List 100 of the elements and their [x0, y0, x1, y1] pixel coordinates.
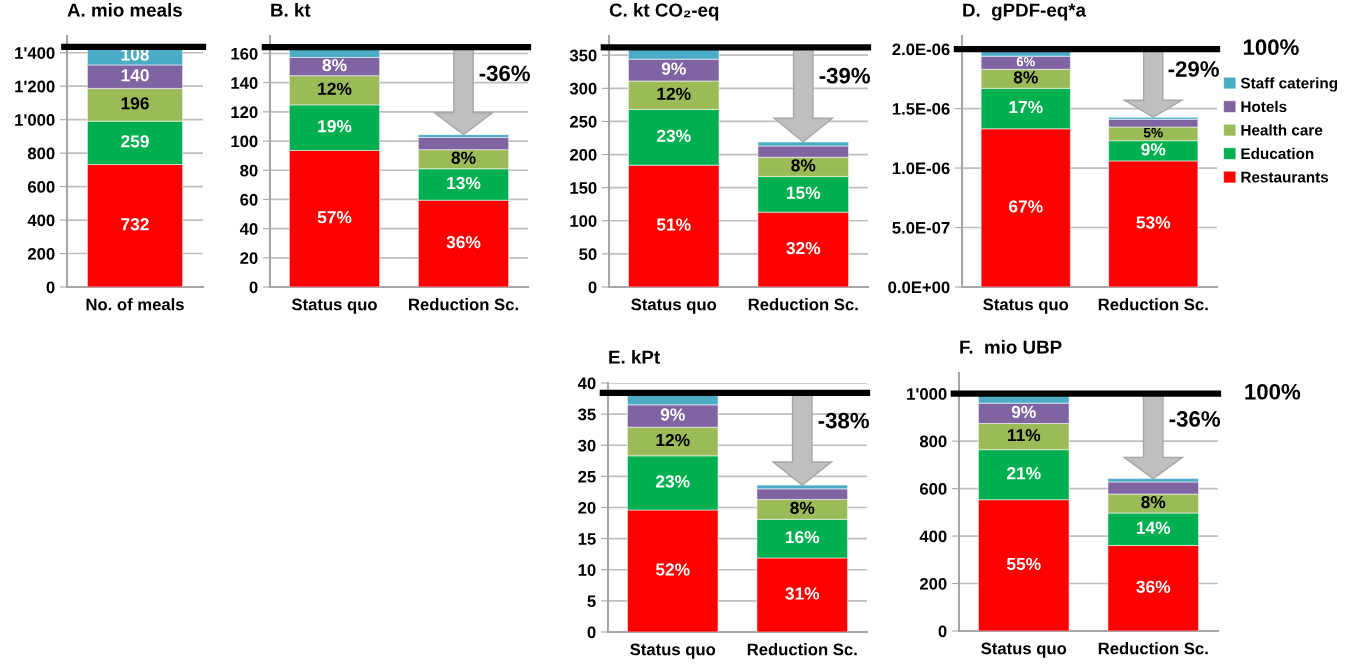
x-tick-label: Status quo — [630, 643, 716, 659]
annotation: -36% — [1169, 411, 1221, 427]
annotation: 17% — [1009, 100, 1043, 114]
annotation: 8% — [1141, 495, 1166, 509]
annotation: 14% — [1136, 521, 1171, 534]
y-tick-label: 40 — [239, 223, 258, 235]
annotation: 13% — [447, 176, 481, 190]
y-tick-label: 120 — [231, 106, 258, 119]
annotation: 9% — [1011, 405, 1036, 419]
annotation: 8% — [791, 159, 816, 172]
y-tick-label: 15 — [578, 533, 596, 545]
chart-title: A. mio meals — [67, 2, 182, 17]
x-tick-label: Status quo — [981, 642, 1067, 658]
annotation: 12% — [318, 82, 352, 95]
annotation: -29% — [1168, 61, 1219, 77]
y-tick-label: 2.0E-06 — [892, 43, 950, 56]
annotation: 16% — [785, 530, 820, 544]
annotation: 21% — [1006, 467, 1041, 480]
x-tick-label: Reduction Sc. — [748, 298, 858, 311]
x-tick-label: Reduction Sc. — [409, 298, 518, 311]
legend-label: Hotels — [1241, 100, 1287, 113]
y-tick-label: 100 — [570, 215, 597, 227]
y-tick-label: 30 — [578, 439, 596, 452]
data-label: 732 — [121, 218, 149, 231]
legend-label: Staff catering — [1240, 77, 1338, 92]
annotation: 11% — [1007, 429, 1041, 442]
x-tick-label: No. of meals — [86, 298, 184, 311]
annotation: 31% — [785, 587, 820, 600]
y-tick-label: 40 — [577, 377, 596, 390]
y-tick-label: 0.0E+00 — [888, 281, 950, 294]
y-tick-label: 300 — [569, 82, 597, 95]
annotation: 12% — [656, 433, 690, 447]
annotation: 67% — [1009, 200, 1043, 213]
y-tick-label: 25 — [578, 470, 596, 483]
annotation: 8% — [790, 501, 815, 515]
annotation: 8% — [322, 58, 347, 72]
y-tick-label: 800 — [27, 147, 55, 160]
y-tick-label: 1'000 — [907, 388, 947, 400]
data-label: 259 — [121, 135, 149, 148]
annotation: 23% — [655, 475, 690, 488]
y-tick-label: 600 — [920, 482, 947, 495]
annotation: 6% — [1016, 57, 1035, 67]
y-tick-label: 150 — [570, 182, 597, 194]
y-tick-label: 200 — [919, 577, 947, 590]
annotation: 36% — [446, 235, 481, 249]
annotation: 51% — [656, 218, 691, 231]
y-tick-label: 100 — [231, 135, 258, 148]
text: 100% — [1245, 383, 1301, 400]
x-tick-label: Reduction Sc. — [1098, 298, 1208, 311]
y-tick-label: 20 — [578, 501, 596, 514]
text: 100% — [1243, 39, 1299, 56]
y-tick-label: 50 — [579, 248, 597, 261]
annotation: 19% — [318, 120, 352, 133]
y-tick-label: 1'400 — [15, 47, 55, 59]
annotation: -36% — [479, 65, 530, 82]
y-tick-label: 400 — [27, 214, 55, 227]
chart-title: C. kt CO₂-eq — [609, 2, 719, 21]
y-tick-label: 140 — [231, 77, 258, 89]
x-tick-label: Status quo — [983, 298, 1069, 314]
chart-title: B. kt — [271, 2, 311, 17]
y-tick-label: 5 — [587, 595, 596, 608]
y-tick-label: 5.0E-07 — [892, 221, 950, 234]
y-tick-label: 1.0E-06 — [892, 162, 950, 175]
annotation: 57% — [317, 211, 352, 224]
y-tick-label: 350 — [569, 49, 597, 62]
y-tick-label: 80 — [240, 164, 258, 177]
y-tick-label: 1.5E-06 — [892, 102, 950, 115]
annotation: 55% — [1006, 557, 1041, 571]
annotation: 36% — [1136, 580, 1171, 593]
y-tick-label: 0 — [587, 626, 596, 639]
data-label: 196 — [121, 97, 149, 110]
y-tick-label: 400 — [919, 530, 947, 543]
y-tick-label: 35 — [578, 408, 596, 421]
annotation: 5% — [1143, 127, 1163, 138]
y-tick-label: 200 — [27, 247, 55, 260]
data-label: 140 — [121, 69, 149, 82]
y-tick-label: 0 — [46, 281, 55, 294]
y-tick-label: 0 — [938, 625, 947, 638]
x-tick-label: Reduction Sc. — [1098, 642, 1208, 655]
annotation: 9% — [660, 408, 685, 421]
annotation: 9% — [661, 62, 686, 75]
y-tick-label: 20 — [240, 252, 258, 265]
annotation: 12% — [657, 87, 691, 100]
y-tick-label: 600 — [28, 181, 55, 193]
y-tick-label: 0 — [249, 281, 258, 294]
annotation: 8% — [451, 151, 476, 164]
annotation: -39% — [819, 67, 871, 84]
legend-label: Restaurants — [1241, 171, 1329, 183]
y-tick-label: 160 — [231, 47, 258, 60]
x-tick-label: Status quo — [631, 298, 717, 314]
annotation: 8% — [1013, 71, 1038, 84]
chart-title: F. mio UBP — [960, 339, 1062, 354]
y-tick-label: 1'000 — [15, 114, 55, 126]
x-tick-label: Status quo — [291, 298, 377, 314]
annotation: 53% — [1136, 216, 1171, 229]
y-tick-label: 10 — [578, 564, 596, 576]
chart-title: D. gPDF-eq*a — [963, 3, 1087, 21]
annotation: 15% — [786, 186, 821, 199]
chart-title: E. kPt — [609, 349, 660, 364]
legend-label: Health care — [1241, 124, 1323, 136]
